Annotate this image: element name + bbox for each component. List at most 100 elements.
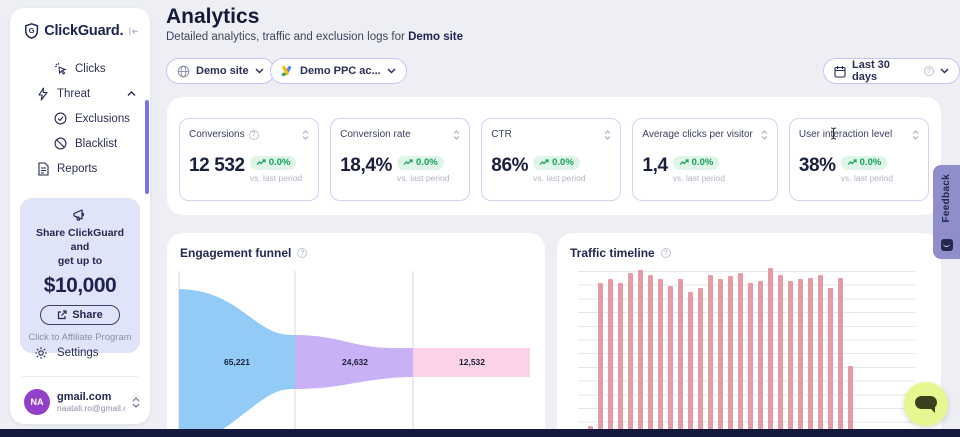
account-info: gmail.com naatali.ro@gmail.com [57,391,125,413]
info-icon: ? [660,248,671,258]
traffic-bar [638,270,643,431]
account-switcher[interactable]: NA gmail.com naatali.ro@gmail.com [10,389,150,415]
chevron-down-icon [940,68,949,74]
check-circle-icon [54,112,67,125]
kpi-change-badge: 0.0% [840,155,888,170]
sidebar-item-label: Reports [57,162,98,175]
page-title: Analytics [166,5,260,28]
shield-logo-icon: G [25,23,39,39]
traffic-bar [798,279,803,431]
kpi-compare-label: vs. last period [672,173,726,183]
traffic-bar [808,278,813,431]
external-link-icon [58,309,67,319]
share-button[interactable]: Share [40,304,120,325]
kpi-change-badge: 0.0% [672,155,720,170]
avatar: NA [24,389,50,415]
site-selector[interactable]: Demo site [166,58,275,84]
kpi-label: Conversions [189,129,245,140]
timeline-gridlines [578,271,915,430]
document-icon [38,161,49,176]
sidebar-collapse-icon[interactable] [128,26,140,37]
traffic-bar [768,268,773,431]
site-selector-label: Demo site [196,65,249,77]
sidebar-item-label: Blacklist [75,137,118,150]
funnel-chart [178,271,530,437]
page-subtitle-text: Detailed analytics, traffic and exclusio… [166,31,409,43]
traffic-timeline-panel: Traffic timeline ? [557,233,941,437]
account-name: gmail.com [57,391,112,403]
kpi-value: 12 532 [189,155,245,176]
traffic-bar [758,281,763,431]
info-icon: ? [924,66,935,76]
sort-icon[interactable] [912,129,919,140]
traffic-bar [698,288,703,431]
traffic-bar [598,283,603,431]
sort-icon[interactable] [761,129,768,140]
traffic-bar [818,275,823,431]
promo-text-line2: get up to [57,255,103,268]
kpi-label: CTR [491,129,512,140]
traffic-bar [718,279,723,431]
chevron-down-icon [255,68,264,74]
sidebar-item-label: Exclusions [75,112,130,125]
sidebar-scrollbar[interactable] [145,100,149,194]
sidebar-item-exclusions[interactable]: Exclusions [10,106,150,131]
traffic-bar [708,275,713,431]
date-range-selector[interactable]: Last 30 days ? [823,58,960,84]
traffic-bar [678,279,683,431]
svg-text:G: G [29,26,35,35]
chat-launcher-button[interactable] [904,382,948,426]
affiliate-link[interactable]: Click to Affiliate Program [28,331,132,343]
page-subtitle-site: Demo site [408,31,464,43]
traffic-bar [618,283,623,431]
sidebar-item-clicks[interactable]: Clicks [10,56,150,81]
sort-icon[interactable] [604,129,611,140]
trend-up-icon [679,159,689,165]
affiliate-promo-card[interactable]: Share ClickGuard and get up to $10,000 S… [20,198,140,353]
sort-icon[interactable] [302,129,309,140]
sidebar-item-settings[interactable]: Settings [10,342,150,364]
sidebar-item-blacklist[interactable]: Blacklist [10,131,150,156]
kpi-compare-label: vs. last period [397,173,450,183]
logo-text: ClickGuard. [44,23,124,39]
traffic-bar [848,366,853,431]
kpi-card-ctr: CTR 86% 0.0% vs. last period [481,118,622,201]
kpi-value: 18,4% [340,155,393,176]
timeline-title: Traffic timeline [570,246,655,260]
kpi-compare-label: vs. last period [249,173,303,183]
trend-up-icon [403,159,413,165]
info-icon: ? [297,248,308,258]
sidebar-item-reports[interactable]: Reports [10,156,150,181]
chat-bubble-icon [915,396,937,413]
traffic-bar [738,273,743,431]
sidebar-item-label: Threat [57,87,91,100]
page-subtitle: Detailed analytics, traffic and exclusio… [166,31,463,43]
traffic-bar [728,276,733,431]
sidebar-item-threat[interactable]: Threat [10,81,150,106]
traffic-bar [748,283,753,431]
kpi-value: 86% [491,155,529,176]
kpi-card-conversion-rate: Conversion rate 18,4% 0.0% vs. last peri… [330,118,471,201]
account-email: naatali.ro@gmail.com [57,403,125,413]
traffic-bar [628,273,633,431]
ppc-account-selector[interactable]: Demo PPC ac... [270,58,407,84]
megaphone-icon [73,209,85,221]
chevron-down-icon [387,68,396,74]
funnel-stage-value: 24,632 [342,357,368,367]
chevron-up-icon [127,90,136,96]
kpi-change-badge: 0.0% [249,155,297,170]
feedback-tab[interactable]: Feedback [933,165,960,259]
trend-up-icon [539,159,549,165]
kpi-value: 1,4 [642,155,668,176]
settings-label: Settings [57,347,99,359]
share-button-label: Share [72,308,103,321]
select-chevrons-icon [132,396,140,408]
promo-text-line1: Share ClickGuard and [35,227,125,254]
traffic-bar [828,288,833,431]
kpi-compare-label: vs. last period [840,173,894,183]
funnel-stage-value: 65,221 [224,357,250,367]
logo-row: G ClickGuard. [10,8,150,48]
gear-icon [35,347,47,359]
sort-icon[interactable] [453,129,460,140]
ban-icon [54,137,67,150]
